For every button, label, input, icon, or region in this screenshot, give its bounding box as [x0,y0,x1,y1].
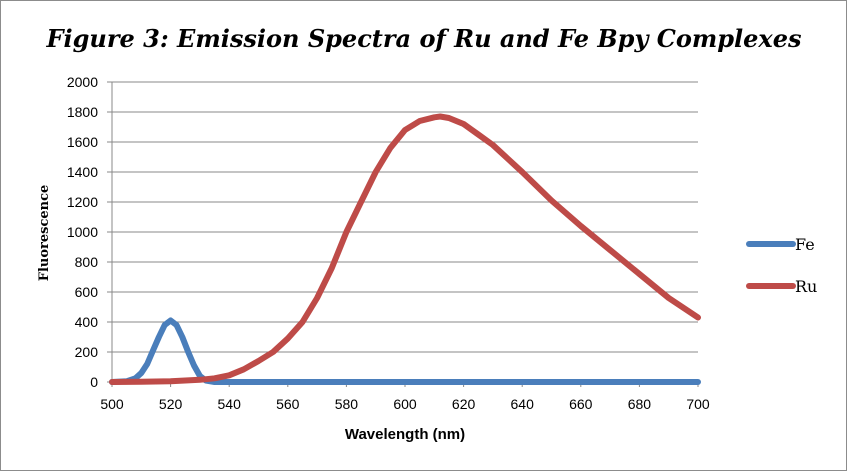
y-axis-label: Fluorescence [37,185,52,282]
y-tick-label: 1400 [67,164,98,180]
y-tick-label: 1200 [67,194,98,210]
x-tick-label: 620 [452,396,476,412]
x-tick-label: 580 [335,396,359,412]
series-lines [109,113,701,385]
x-tick-label: 500 [100,396,124,412]
x-tick-label: 540 [218,396,242,412]
legend: Fe Ru [746,235,817,296]
y-tick-label: 1600 [67,134,98,150]
x-tick-label: 600 [393,396,417,412]
x-tick-label: 520 [159,396,183,412]
y-tick-label: 2000 [67,74,98,90]
y-tick-label: 1800 [67,104,98,120]
y-tick-label: 1000 [67,224,98,240]
y-tick-label: 600 [75,284,99,300]
x-tick-label: 560 [276,396,300,412]
y-tick-label: 0 [90,374,98,390]
y-tick-labels: 0 200 400 600 800 1000 1200 1400 1600 1800 2000 [67,74,98,390]
y-tick-label: 800 [75,254,99,270]
chart-title: Figure 3: Emission Spectra of Ru and Fe … [45,24,802,53]
y-tick-label: 200 [75,344,99,360]
y-tick-label: 400 [75,314,99,330]
series-line-ru [109,113,701,385]
series-line-fe [109,317,701,385]
x-tick-label: 660 [569,396,593,412]
legend-label-fe: Fe [795,235,815,254]
x-tick-labels: 500 520 540 560 580 600 620 640 660 680 700 [100,396,710,412]
x-axis-label: Wavelength (nm) [345,426,465,443]
gridlines [112,81,698,353]
x-tick-label: 640 [511,396,535,412]
axes [107,81,699,387]
legend-label-ru: Ru [795,277,817,296]
x-tick-label: 680 [628,396,652,412]
x-tick-label: 700 [686,396,710,412]
